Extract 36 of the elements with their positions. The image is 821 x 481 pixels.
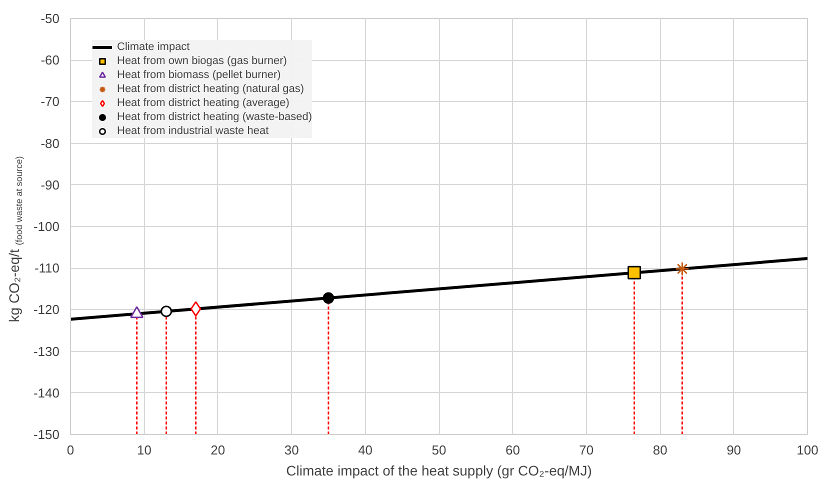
legend-label: Heat from own biogas (gas burner) xyxy=(117,54,287,68)
y-tick-label: -140 xyxy=(33,385,60,400)
x-tick-label: 90 xyxy=(726,442,742,458)
y-tick-label: -100 xyxy=(33,219,60,234)
x-axis-title: Climate impact of the heat supply (gr CO₂-eq/MJ) xyxy=(286,462,592,478)
point xyxy=(674,262,690,276)
x-tick-label: 50 xyxy=(432,442,446,458)
y-axis-title: kg CO₂-eq/t (food waste at source) xyxy=(6,156,24,322)
x-tick-label: 80 xyxy=(652,442,668,458)
point xyxy=(628,266,642,280)
y-tick-label: -110 xyxy=(34,260,60,276)
y-tick-label: -80 xyxy=(40,136,60,151)
x-tick-label: 30 xyxy=(284,442,299,458)
x-tick-label: 70 xyxy=(579,442,594,458)
legend-label: Heat from biomass (pellet burner) xyxy=(117,68,281,82)
x-tick-label: 20 xyxy=(210,442,226,458)
point xyxy=(190,301,202,317)
legend-label: Heat from industrial waste heat xyxy=(117,124,269,138)
x-tick-label: 10 xyxy=(136,442,152,458)
x-tick-label: 60 xyxy=(505,442,520,458)
legend-label: Heat from district heating (average) xyxy=(117,96,290,110)
point xyxy=(322,292,334,304)
x-tick-label: 0 xyxy=(66,442,74,458)
y-tick-label: -150 xyxy=(33,427,60,442)
y-tick-label: -60 xyxy=(40,52,60,68)
x-tick-label: 40 xyxy=(358,442,373,458)
legend-label: Heat from district heating (natural gas) xyxy=(117,82,304,96)
x-tick-label: 100 xyxy=(796,442,818,458)
y-tick-label: -120 xyxy=(33,302,60,318)
point xyxy=(160,306,172,318)
y-tick-label: -50 xyxy=(40,11,60,26)
y-tick-label: -70 xyxy=(40,94,60,110)
y-tick-label: -90 xyxy=(40,177,60,192)
legend-label: Heat from district heating (waste-based) xyxy=(117,110,312,124)
y-tick-label: -130 xyxy=(33,344,60,359)
legend-label: Climate impact xyxy=(117,40,190,54)
